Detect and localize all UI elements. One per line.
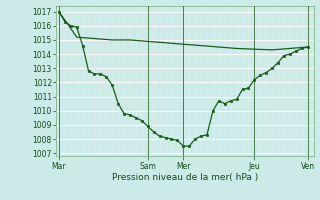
X-axis label: Pression niveau de la mer( hPa ): Pression niveau de la mer( hPa ) bbox=[112, 173, 258, 182]
